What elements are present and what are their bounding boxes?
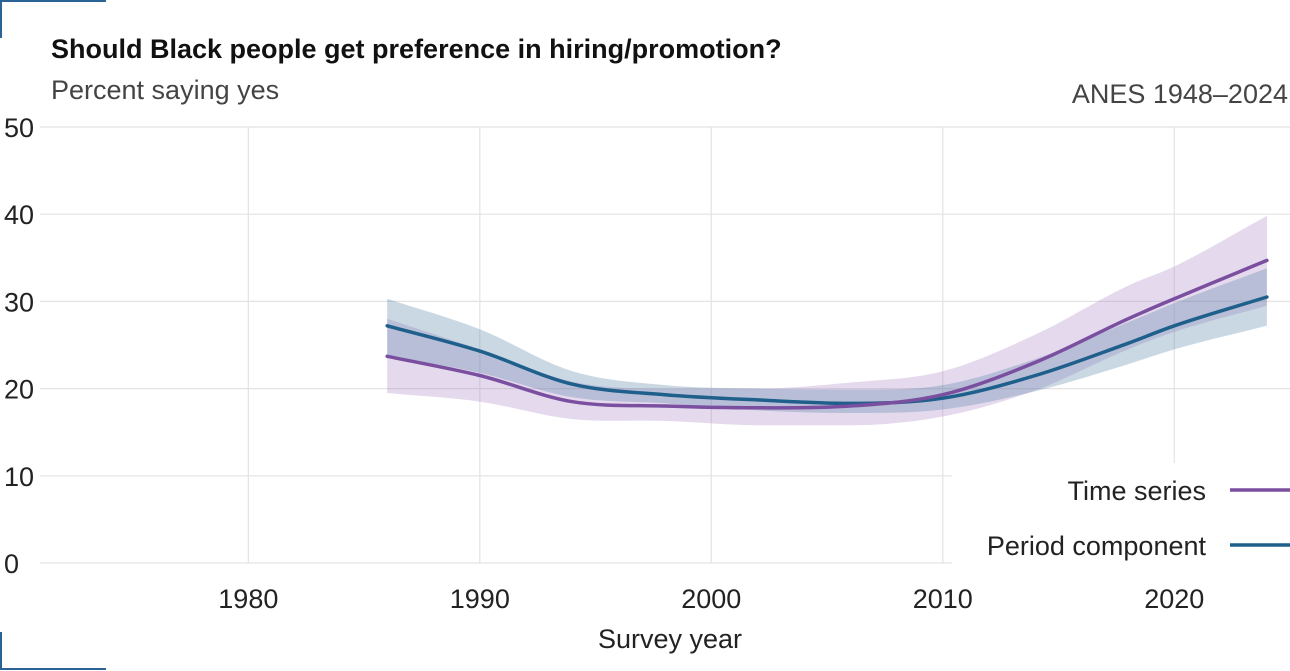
- legend-label: Time series: [1067, 476, 1206, 506]
- legend: Time series Period component: [987, 476, 1290, 561]
- x-tick-label: 2000: [681, 584, 741, 614]
- x-axis-title: Survey year: [598, 624, 742, 654]
- x-tick-label: 1990: [450, 584, 510, 614]
- x-tick-label: 2010: [913, 584, 973, 614]
- frame-corner-bottom-left: [0, 632, 106, 670]
- chart-subtitle: Percent saying yes: [51, 75, 280, 105]
- series-line: [385, 295, 1269, 406]
- x-tick-label: 1980: [218, 584, 278, 614]
- y-tick-label: 50: [4, 113, 34, 143]
- y-tick-label: 40: [4, 200, 34, 230]
- legend-background: [952, 463, 1290, 573]
- y-tick-label: 10: [4, 462, 34, 492]
- y-tick-label: 20: [4, 375, 34, 405]
- series-lines: [385, 258, 1269, 410]
- confidence-band: [387, 268, 1267, 414]
- frame-corner-top-left: [0, 0, 106, 38]
- axis-labels: 0 10 20 30 40 50 1980 1990 2000 2010 2020 Survey ye…: [4, 113, 1204, 654]
- chart-title: Should Black people get preference in hi…: [51, 34, 782, 64]
- confidence-bands: [387, 215, 1267, 426]
- y-tick-label: 0: [4, 549, 19, 579]
- y-tick-label: 30: [4, 287, 34, 317]
- series-line: [385, 258, 1269, 410]
- chart-source-note: ANES 1948–2024: [1071, 79, 1288, 109]
- legend-label: Period component: [987, 531, 1207, 561]
- x-tick-label: 2020: [1144, 584, 1204, 614]
